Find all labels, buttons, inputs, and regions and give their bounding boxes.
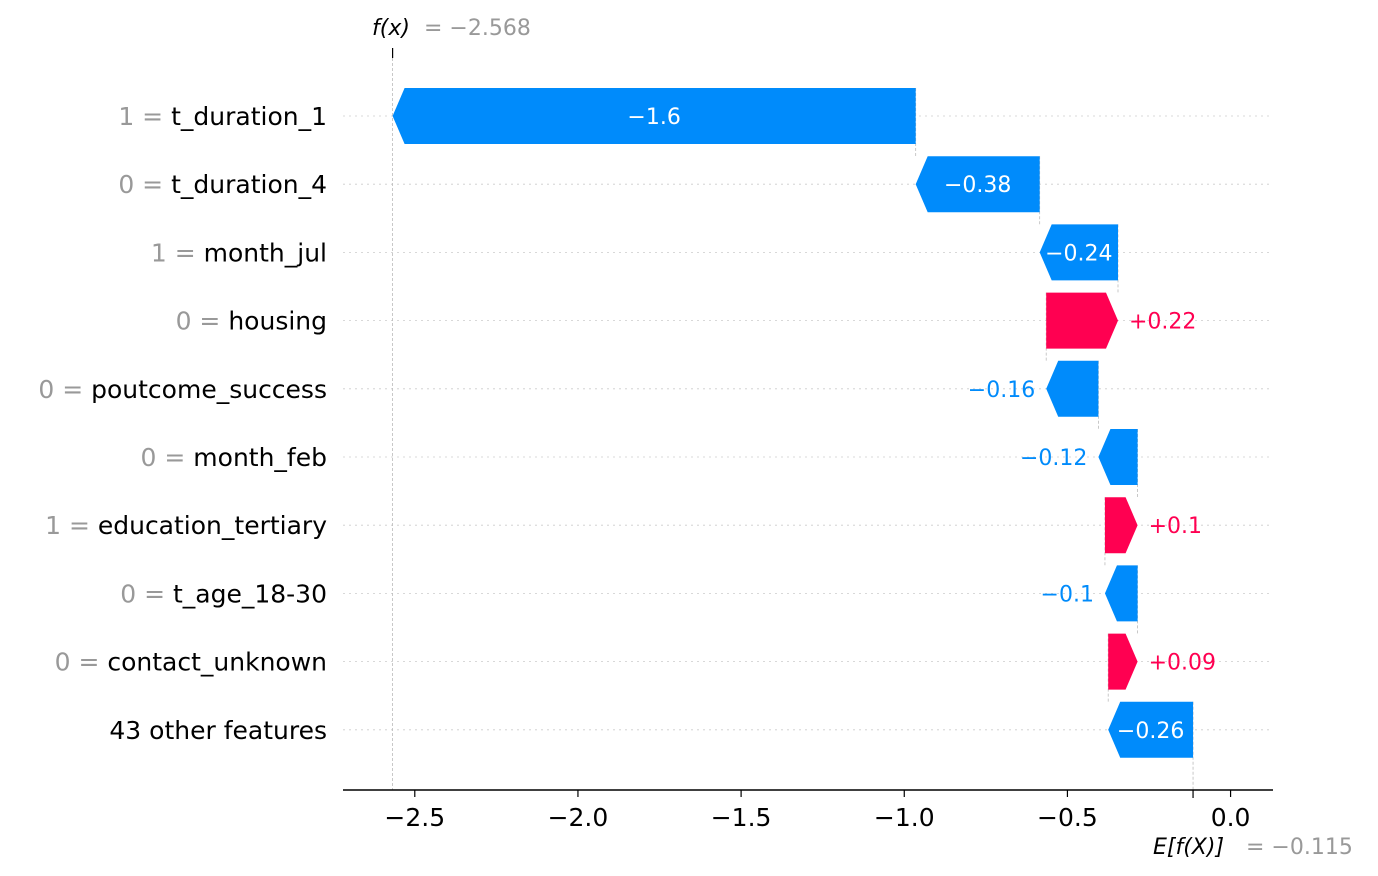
feature-name: month_feb bbox=[193, 443, 327, 472]
feature-labels: 1 = t_duration_1 0 = t_duration_4 1 = mont… bbox=[38, 102, 327, 745]
bar-label: +0.09 bbox=[1149, 651, 1216, 676]
row-gridlines bbox=[343, 115, 1273, 731]
feature-name: t_age_18-30 bbox=[173, 579, 327, 608]
x-tick-label: −0.5 bbox=[1037, 803, 1098, 832]
x-tick-label: −1.0 bbox=[874, 803, 935, 832]
feature-label: 0 = month_feb bbox=[141, 443, 327, 472]
feature-value: 0 = bbox=[55, 648, 108, 677]
feature-value: 0 = bbox=[120, 579, 173, 608]
bar-t_age_18-30 bbox=[1104, 565, 1138, 622]
feature-value: 0 = bbox=[38, 375, 91, 404]
feature-value: 0 = bbox=[176, 307, 229, 336]
bar-label: −0.38 bbox=[944, 173, 1011, 198]
feature-name: month_jul bbox=[204, 238, 327, 267]
bar-43 other features bbox=[1108, 701, 1194, 758]
x-tick-label: −2.5 bbox=[384, 803, 445, 832]
efx-value: = −0.115 bbox=[1246, 835, 1353, 860]
feature-label: 0 = poutcome_success bbox=[38, 375, 327, 404]
feature-label: 0 = contact_unknown bbox=[55, 648, 327, 677]
fx-label: f(x) bbox=[372, 16, 410, 41]
x-tick-label: −1.5 bbox=[711, 803, 772, 832]
bar-education_tertiary bbox=[1104, 497, 1138, 554]
bar-label: −0.12 bbox=[1020, 446, 1087, 471]
feature-label: 0 = t_age_18-30 bbox=[120, 579, 327, 608]
feature-name: t_duration_1 bbox=[171, 102, 327, 131]
bar-contact_unknown bbox=[1108, 633, 1138, 690]
fx-value: = −2.568 bbox=[424, 16, 531, 41]
bar-t_duration_1 bbox=[392, 88, 916, 144]
feature-label: 0 = t_duration_4 bbox=[118, 170, 327, 199]
x-tick-label: 0.0 bbox=[1211, 803, 1251, 832]
feature-name: 43 other features bbox=[109, 716, 327, 745]
bar-label: −1.6 bbox=[627, 105, 680, 130]
feature-name: t_duration_4 bbox=[171, 170, 327, 199]
bar-housing bbox=[1046, 292, 1118, 349]
bars: −1.6 −0.38 −0.24 +0.22 −0.16 −0.12 +0.1 −0.1 +0.… bbox=[392, 88, 1216, 758]
bar-label: −0.1 bbox=[1041, 582, 1094, 607]
efx-label: E[f(X)] bbox=[1153, 835, 1224, 860]
feature-value: 1 = bbox=[45, 511, 98, 540]
feature-name: contact_unknown bbox=[107, 648, 327, 677]
feature-label: 1 = month_jul bbox=[151, 238, 327, 267]
x-tick-label: −2.0 bbox=[548, 803, 609, 832]
bar-label: −0.24 bbox=[1045, 241, 1112, 266]
feature-value: 1 = bbox=[118, 102, 171, 131]
bar-poutcome_success bbox=[1046, 360, 1099, 417]
feature-value: 0 = bbox=[118, 170, 171, 199]
feature-label: 43 other features bbox=[109, 716, 327, 745]
bar-month_feb bbox=[1098, 429, 1138, 485]
bar-month_jul bbox=[1039, 224, 1118, 281]
bar-label: −0.26 bbox=[1117, 719, 1184, 744]
feature-label: 0 = housing bbox=[176, 307, 327, 336]
feature-label: 1 = education_tertiary bbox=[45, 511, 327, 540]
bar-label: +0.1 bbox=[1149, 514, 1202, 539]
feature-value: 0 = bbox=[141, 443, 194, 472]
feature-name: education_tertiary bbox=[98, 511, 327, 540]
feature-name: housing bbox=[228, 307, 327, 336]
bar-label: −0.16 bbox=[968, 378, 1035, 403]
feature-label: 1 = t_duration_1 bbox=[118, 102, 327, 131]
efx-annotation: E[f(X)] = −0.115 bbox=[1153, 835, 1353, 860]
bar-t_duration_4 bbox=[915, 156, 1040, 213]
x-axis: −2.5 −2.0 −1.5 −1.0 −0.5 0.0 bbox=[343, 789, 1273, 832]
bar-label: +0.22 bbox=[1129, 310, 1196, 335]
feature-value: 1 = bbox=[151, 238, 204, 267]
connector-lines bbox=[392, 48, 1194, 798]
feature-name: poutcome_success bbox=[91, 375, 327, 404]
fx-annotation: f(x) = −2.568 bbox=[372, 16, 531, 41]
